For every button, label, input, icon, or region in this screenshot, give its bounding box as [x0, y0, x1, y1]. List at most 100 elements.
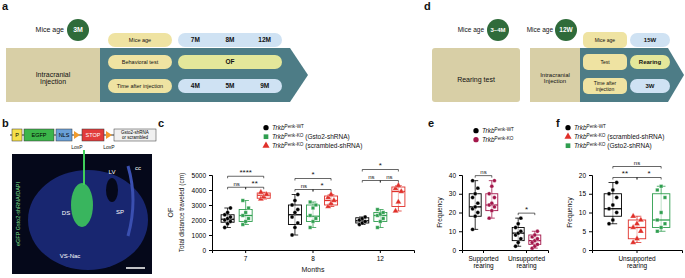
x-tick-label: 12	[377, 255, 385, 262]
data-point	[229, 215, 233, 219]
legend-marker	[264, 134, 269, 139]
y-tick-label: 1000	[192, 232, 207, 239]
data-point	[476, 186, 480, 190]
data-point	[638, 228, 644, 233]
panel-letter: c	[158, 117, 164, 129]
legend: TrkbPenk-WTTrkbPenk-KO (scrambled-shRNA)…	[564, 124, 664, 150]
box	[306, 205, 319, 222]
x-tick-mark	[313, 250, 314, 253]
data-point	[535, 229, 539, 233]
data-point	[656, 218, 659, 221]
data-point	[615, 211, 619, 215]
data-point	[607, 222, 611, 226]
x-tick-label: 8	[311, 255, 315, 262]
data-point	[535, 242, 539, 246]
y-tick: 5	[582, 228, 592, 235]
y-tick: 0	[202, 247, 212, 254]
significance-bracket	[362, 181, 380, 183]
data-point	[487, 216, 491, 220]
gene-name: Trkb	[574, 142, 587, 149]
significance-bracket	[613, 167, 661, 169]
age-text: 12W	[559, 26, 573, 33]
data-point	[634, 235, 640, 240]
y-tick-label: 20	[449, 209, 457, 216]
data-point	[363, 220, 367, 224]
significance-label: ns	[634, 160, 640, 166]
data-point	[247, 206, 250, 209]
y-axis-title: Total distance traveled (cm)	[178, 173, 186, 252]
construct-label: EGFP	[32, 132, 47, 138]
legend-marker	[565, 125, 570, 130]
brain-image	[12, 154, 152, 274]
gene-name: Trkb	[272, 142, 285, 149]
row-label-pill	[583, 54, 627, 70]
x-tick-label-line: rearing	[627, 262, 648, 270]
x-axis-line	[463, 251, 549, 254]
panel-letter: b	[2, 117, 9, 129]
loxp-site	[106, 131, 112, 139]
y-axis-title: Frequency	[436, 196, 444, 227]
significance-label: ns	[480, 169, 486, 175]
data-point	[314, 203, 317, 206]
row-label-pill	[583, 78, 627, 94]
y-tick: 20	[579, 172, 592, 179]
y-tick-label: 30	[449, 190, 457, 197]
significance-bracket	[295, 190, 313, 192]
x-axis: SupportedrearingUnsupportedrearing	[463, 250, 549, 270]
row-label: Mice age	[595, 37, 616, 43]
row-item: 12M	[258, 36, 271, 43]
y-tick: 30	[449, 190, 462, 197]
data-point	[258, 189, 264, 194]
data-point	[471, 196, 475, 200]
data-point	[293, 199, 297, 203]
data-point	[663, 196, 666, 199]
data-point	[395, 198, 401, 203]
data-point	[296, 193, 300, 197]
significance-label: ns	[368, 174, 374, 180]
band-arrow	[100, 48, 308, 102]
pre-test-box	[432, 48, 520, 102]
data-point	[663, 222, 666, 225]
row-items-pill	[178, 79, 282, 93]
y-tick: 0	[452, 247, 462, 254]
legend-label: TrkbPenk-KO (Gsto2-shRNA)	[574, 142, 652, 150]
significance-label: ns	[233, 181, 239, 187]
age-label: Mice age	[527, 26, 554, 34]
construct-label: NLS	[59, 132, 70, 138]
y-tick-label: 0	[582, 247, 586, 254]
x-axis-line	[213, 251, 415, 254]
box	[288, 205, 301, 225]
y-tick: 10	[449, 228, 462, 235]
data-point	[473, 214, 477, 218]
panel-b: PEGFPNLSSTOPGsto2-shRNAor scrambledLoxPL…	[10, 129, 156, 274]
y-tick-mark	[589, 194, 592, 195]
legend-marker	[566, 143, 571, 148]
gene-superscript: Penk-WT	[495, 127, 515, 132]
data-point	[492, 179, 496, 183]
y-axis-line	[589, 176, 593, 251]
y-tick: 20	[449, 209, 462, 216]
data-point	[223, 226, 227, 230]
scale-bar	[126, 267, 145, 269]
age-text: 3M	[73, 26, 83, 33]
gene-superscript: Penk-KO	[285, 133, 304, 138]
row-label: Behavioral test	[122, 59, 159, 65]
y-tick-label: 5000	[192, 172, 207, 179]
region-label: SP	[116, 209, 124, 215]
y-axis-line	[209, 176, 213, 251]
y-tick-mark	[459, 231, 462, 232]
y-tick-mark	[209, 220, 212, 221]
data-point	[376, 226, 379, 229]
data-point	[398, 188, 404, 193]
y-tick-mark	[459, 213, 462, 214]
gene-superscript: Penk-WT	[587, 124, 607, 129]
data-point	[247, 217, 250, 220]
row-label: Test	[600, 59, 610, 65]
x-tick: Unsupportedrearing	[618, 250, 656, 270]
panel-letter: d	[424, 0, 431, 12]
x-axis-line	[593, 251, 683, 254]
age-circle	[67, 19, 89, 41]
data-point	[519, 229, 523, 233]
chart-0: 0100020003000400050007812Total distance …	[167, 124, 415, 273]
region-label: DS	[62, 210, 70, 216]
